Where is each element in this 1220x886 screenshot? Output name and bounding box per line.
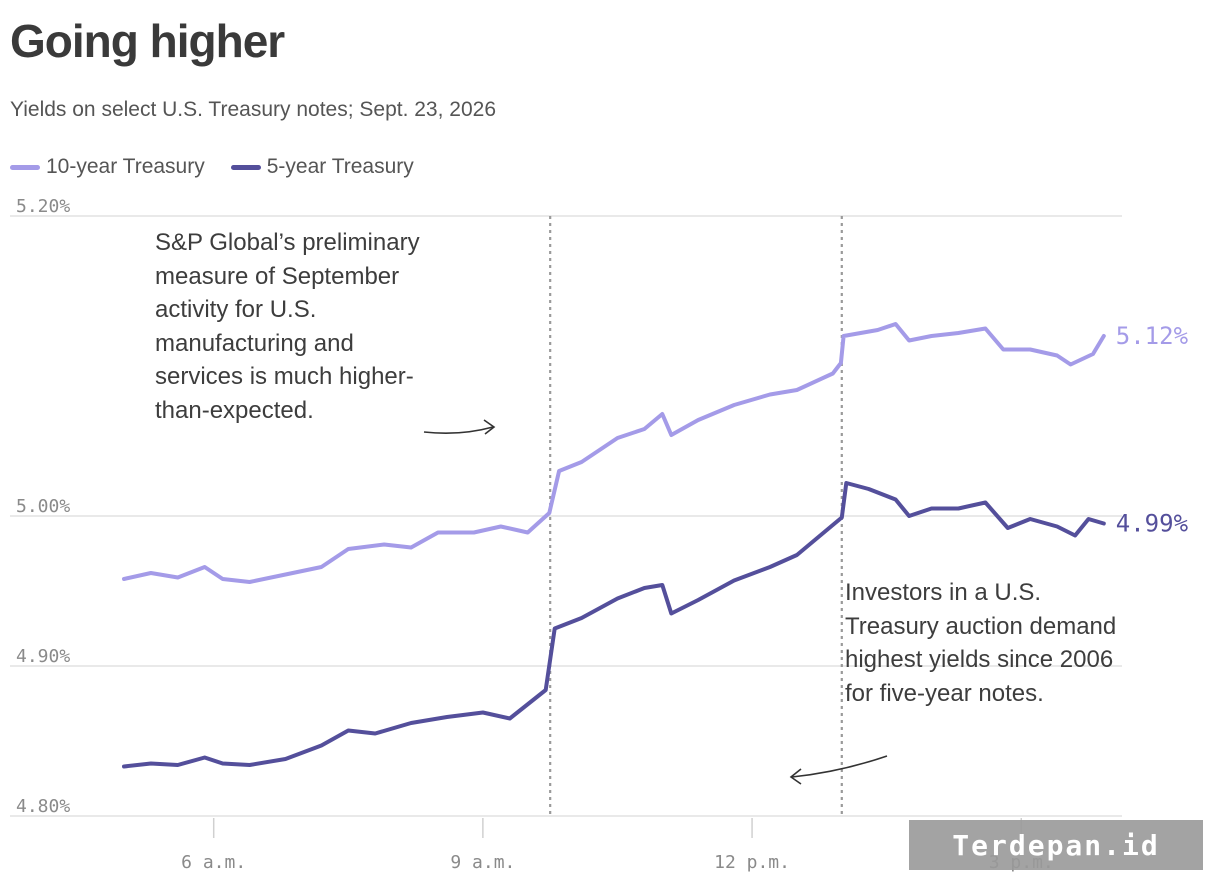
y-tick-label: 4.90% [16,646,70,667]
watermark: Terdepan.id [909,820,1203,870]
arrowhead-auction [789,768,802,785]
arrow-sp-global [423,426,494,435]
end-label-10-year: 5.12% [1116,322,1189,350]
x-tick-label: 6 a.m. [181,852,246,873]
series-line-10-year [122,322,1106,584]
y-tick-label: 5.20% [16,196,70,217]
chart-title: Going higher [10,15,285,67]
gridlines [10,215,1122,817]
legend-label-10-year: 10-year Treasury [46,155,205,178]
series-lines [122,322,1106,769]
arrow-auction [791,755,888,778]
event-lines [549,216,843,816]
end-label-5-year: 4.99% [1116,510,1189,538]
legend-label-5-year: 5-year Treasury [266,155,414,178]
annotation-sp-global: S&P Global’s preliminary measure of Sept… [155,229,420,424]
chart-subtitle: Yields on select U.S. Treasury notes; Se… [10,98,496,121]
end-labels: 5.12% 4.99% [1116,322,1189,538]
annotation-arrows [423,419,888,785]
y-tick-label: 4.80% [16,796,70,817]
legend-item-5-year: 5-year Treasury [230,155,414,179]
legend-item-10-year: 10-year Treasury [10,155,205,179]
y-tick-label: 5.00% [16,496,70,517]
annotation-auction: Investors in a U.S. Treasury auction dem… [845,579,1117,707]
legend-swatch-5-year [230,164,261,170]
y-axis: 5.20% 5.00% 4.90% 4.80% [16,196,70,817]
chart-legend: 10-year Treasury 5-year Treasury [10,155,414,179]
series-line-5-year [122,481,1106,769]
x-tick-label: 12 p.m. [714,852,790,873]
x-tick-label: 9 a.m. [450,852,515,873]
arrowhead-sp-global [483,419,496,435]
legend-swatch-10-year [10,164,40,170]
